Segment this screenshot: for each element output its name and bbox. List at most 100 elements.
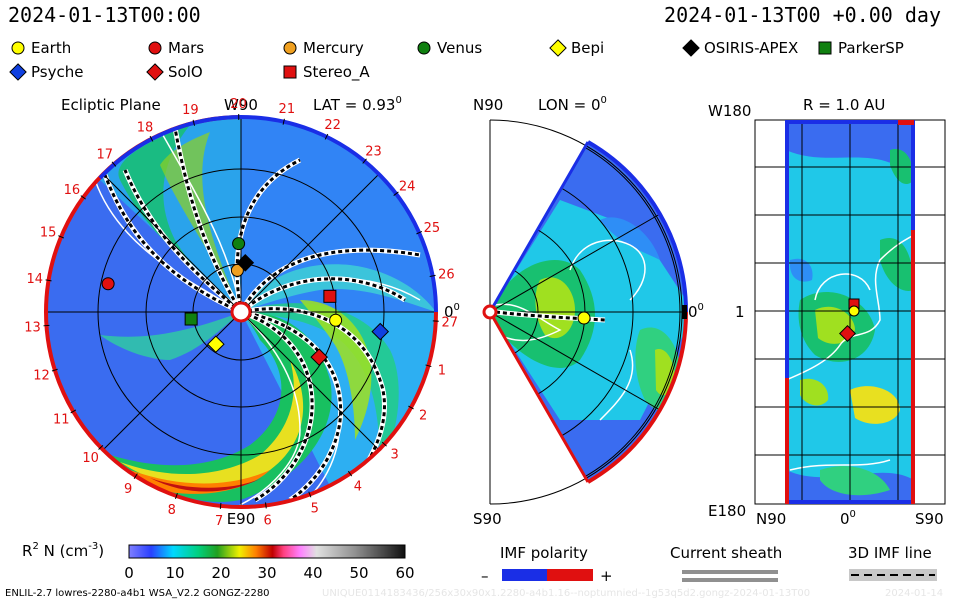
imf-legend: IMF polarity – + Current sheath 3D IMF l…: [481, 544, 937, 585]
colorbar-ticks: 0 10 20 30 40 50 60: [124, 564, 414, 582]
carrington-label: 13: [24, 321, 41, 336]
carrington-label: 4: [354, 479, 362, 494]
ecliptic-imf-lines: [102, 127, 421, 503]
radial-w180: W180: [708, 102, 751, 120]
ecliptic-right-label: 00: [444, 302, 460, 321]
radial-title: R = 1.0 AU: [803, 96, 885, 114]
legend-label-earth: Earth: [31, 39, 71, 57]
meridional-rim-red: [586, 311, 689, 484]
legend-label-stereo-a: Stereo_A: [303, 63, 370, 82]
imf-minus: –: [481, 567, 489, 585]
colorbar-gradient: [128, 544, 406, 559]
carrington-label: 3: [391, 448, 399, 463]
carrington-tick: [51, 368, 58, 372]
colorbar-tick-label: 50: [349, 564, 368, 582]
carrington-tick: [416, 231, 423, 235]
carrington-label: 12: [33, 368, 50, 383]
legend-marker-parkersp: [818, 41, 832, 55]
ecliptic-marker-parkersp: [184, 312, 198, 326]
radial-e180: E180: [708, 502, 746, 520]
meridional-earth-marker: [577, 311, 591, 325]
carrington-label: 6: [264, 513, 272, 528]
radial-rim-blue-left: [785, 120, 789, 378]
legend-label-parkersp: ParkerSP: [838, 39, 904, 57]
meridional-lon-label: LON = 00: [538, 95, 607, 114]
legend-marker-psyche: [9, 63, 27, 81]
legend-label-mars: Mars: [168, 39, 204, 57]
legend-label-solo: SolO: [168, 63, 203, 81]
footer-right: 2024-01-14: [885, 588, 943, 599]
legend: Earth Mars Mercury Venus Bepi OSIRIS-APEX Park…: [9, 39, 904, 82]
carrington-tick: [429, 274, 436, 277]
radial-rim-red-left: [785, 378, 789, 504]
ecliptic-marker-stereo-a: [323, 289, 337, 303]
carrington-label: 27: [442, 316, 459, 331]
colorbar-tick-label: 60: [395, 564, 414, 582]
meridional-edge-bottom: [488, 311, 590, 483]
header-left-date: 2024-01-13T00:00: [8, 3, 201, 27]
current-sheath-title: Current sheath: [670, 544, 782, 562]
carrington-tick: [308, 491, 312, 498]
ecliptic-marker-osiris-apex: [236, 253, 255, 272]
carrington-tick: [58, 235, 65, 239]
imf-positive-bar: [547, 569, 593, 581]
carrington-tick: [98, 445, 104, 450]
ecliptic-objects: [101, 237, 390, 366]
carrington-label: 21: [279, 102, 296, 117]
colorbar-label: R2 N (cm-3): [22, 541, 104, 560]
legend-label-bepi: Bepi: [571, 39, 604, 57]
carrington-label: 15: [40, 225, 57, 240]
ecliptic-marker-psyche: [371, 322, 390, 341]
legend-marker-mars: [148, 41, 162, 55]
ecliptic-marker-solo: [310, 348, 328, 366]
sun-icon: [230, 301, 252, 323]
carrington-tick: [393, 191, 399, 196]
radial-n90: N90: [756, 510, 786, 528]
carrington-tick: [45, 279, 52, 282]
ecliptic-marker-venus: [232, 237, 246, 251]
carrington-tick: [324, 133, 329, 140]
legend-marker-bepi: [549, 39, 567, 57]
radial-x-mid: 00: [840, 509, 856, 528]
radial-red-corner: [898, 120, 914, 125]
meridional-edge-top: [488, 141, 590, 313]
colorbar-tick-label: 40: [303, 564, 322, 582]
legend-label-osiris-apex: OSIRIS-APEX: [704, 39, 798, 57]
imf-plus: +: [600, 567, 613, 585]
ecliptic-title: Ecliptic Plane: [61, 96, 161, 114]
legend-marker-solo: [146, 63, 164, 81]
carrington-label: 23: [365, 144, 382, 159]
legend-marker-osiris-apex: [682, 39, 700, 57]
carrington-label: 19: [182, 103, 199, 118]
ecliptic-marker-bepi: [207, 335, 225, 353]
ecliptic-top-label: W90: [224, 96, 258, 114]
header-right-date: 2024-01-13T00 +0.00 day: [664, 3, 941, 27]
carrington-tick: [219, 502, 222, 509]
carrington-label: 25: [424, 221, 441, 236]
ecliptic-rim-red-right: [240, 311, 438, 509]
carrington-tick: [265, 502, 267, 509]
legend-marker-earth: [11, 41, 25, 55]
meridional-outline: [489, 119, 683, 505]
colorbar-tick-label: 0: [124, 564, 134, 582]
carrington-tick: [408, 405, 414, 410]
meridional-density-map: [490, 142, 687, 482]
meridional-n90: N90: [473, 96, 503, 114]
carrington-label: 11: [53, 413, 70, 428]
carrington-tick: [111, 161, 117, 167]
meridional-white-contours: [494, 239, 646, 421]
carrington-label: 14: [26, 272, 43, 287]
carrington-label: 20: [230, 97, 247, 112]
ecliptic-marker-earth: [329, 313, 343, 327]
ecliptic-panel: Ecliptic Plane LAT = 0.930 W90 E90 00: [24, 95, 460, 529]
legend-label-psyche: Psyche: [31, 63, 83, 81]
carrington-labels: 19 20 212223242526271234567891011121314151…: [24, 97, 458, 529]
carrington-label: 5: [311, 502, 319, 517]
carrington-label: 17: [97, 147, 114, 162]
carrington-label: 10: [82, 451, 99, 466]
current-sheath-line-2: [682, 578, 778, 582]
carrington-label: 7: [215, 514, 223, 529]
footer-left: ENLIL-2.7 lowres-2280-a4b1 WSA_V2.2 GONG…: [5, 588, 270, 599]
colorbar-tick-label: 20: [211, 564, 230, 582]
carrington-label: 22: [324, 118, 341, 133]
